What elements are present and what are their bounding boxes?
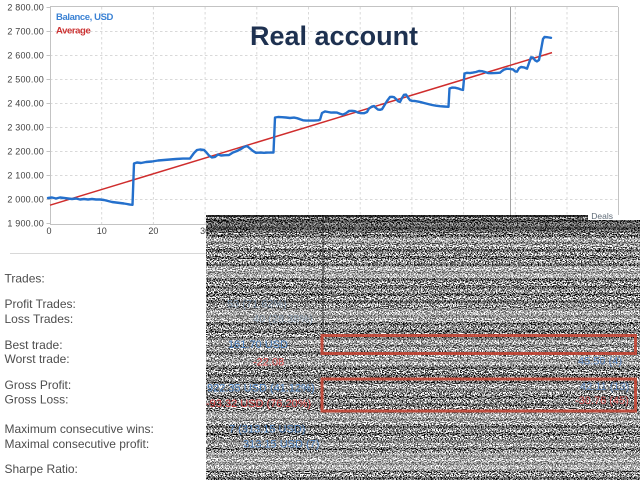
svg-text:2 500.00: 2 500.00 xyxy=(7,74,44,84)
svg-text:40 (28.38%): 40 (28.38%) xyxy=(253,314,313,326)
svg-text:42.11 (13): 42.11 (13) xyxy=(580,381,629,393)
svg-text:30: 30 xyxy=(200,226,210,236)
svg-text:Loss Trades:: Loss Trades: xyxy=(5,312,74,326)
svg-text:70: 70 xyxy=(407,226,417,236)
svg-text:Gross Profit:: Gross Profit: xyxy=(5,378,72,392)
svg-text:Average: Average xyxy=(56,26,90,37)
svg-text:Real account: Real account xyxy=(250,21,418,51)
svg-text:Maximal consecutive profit:: Maximal consecutive profit: xyxy=(5,437,150,451)
svg-text:45.50 (4): 45.50 (4) xyxy=(578,356,622,368)
svg-text:Gross Loss:: Gross Loss: xyxy=(5,392,69,406)
svg-text:Deals: Deals xyxy=(591,211,613,221)
svg-text:2 100.00: 2 100.00 xyxy=(7,170,44,180)
svg-text:53 (71.62%): 53 (71.62%) xyxy=(227,299,287,311)
svg-text:Worst trade:: Worst trade: xyxy=(5,352,70,366)
svg-text:2 300.00: 2 300.00 xyxy=(7,122,44,132)
svg-text:2 800.00: 2 800.00 xyxy=(7,2,44,12)
svg-text:7 (313.15 USD): 7 (313.15 USD) xyxy=(229,424,305,436)
svg-text:20: 20 xyxy=(148,226,158,236)
svg-text:90: 90 xyxy=(510,226,520,236)
svg-text:-93.32 USD (76.20%): -93.32 USD (76.20%) xyxy=(206,398,311,410)
svg-text:40: 40 xyxy=(252,226,262,236)
svg-text:2 000.00: 2 000.00 xyxy=(7,194,44,204)
svg-text:-22.08: -22.08 xyxy=(253,357,284,369)
svg-text:Profit Trades:: Profit Trades: xyxy=(5,297,76,311)
svg-text:1 900.00: 1 900.00 xyxy=(7,218,44,228)
svg-text:2 700.00: 2 700.00 xyxy=(7,26,44,36)
svg-text:161.70 USD: 161.70 USD xyxy=(228,339,288,351)
svg-text:Maximum consecutive wins:: Maximum consecutive wins: xyxy=(5,422,154,436)
svg-text:2 400.00: 2 400.00 xyxy=(7,98,44,108)
svg-text:Trades:: Trades: xyxy=(5,272,45,286)
svg-text:Sharpe Ratio:: Sharpe Ratio: xyxy=(5,462,78,476)
svg-text:80: 80 xyxy=(459,226,469,236)
svg-text:50: 50 xyxy=(303,226,313,236)
svg-text:Best trade:: Best trade: xyxy=(5,338,63,352)
svg-text:Balance, USD: Balance, USD xyxy=(56,12,114,23)
svg-text:922.35 USD (41.12%): 922.35 USD (41.12%) xyxy=(207,383,315,395)
svg-text:313.15 USD (7): 313.15 USD (7) xyxy=(243,439,319,451)
svg-text:60: 60 xyxy=(355,226,365,236)
svg-text:-30.76 (45): -30.76 (45) xyxy=(575,395,629,407)
svg-text:2 200.00: 2 200.00 xyxy=(7,146,44,156)
svg-text:2 600.00: 2 600.00 xyxy=(7,50,44,60)
svg-text:0: 0 xyxy=(46,226,51,236)
svg-text:10: 10 xyxy=(97,226,107,236)
